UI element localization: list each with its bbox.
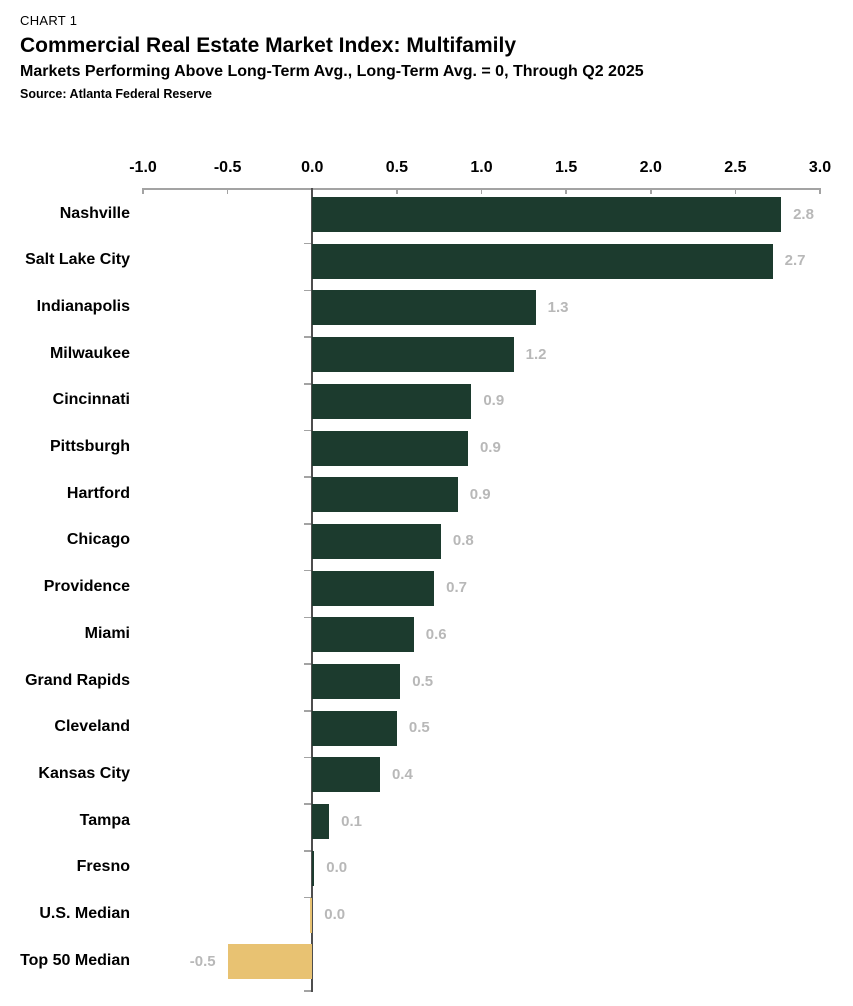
category-label: Nashville — [59, 204, 130, 222]
value-label: 0.8 — [452, 532, 474, 550]
y-axis-row-tick — [304, 896, 312, 899]
x-axis-tick-label: -1.0 — [129, 159, 157, 176]
bar-positive — [312, 243, 773, 279]
bar-positive — [312, 337, 514, 373]
x-axis-tick-label: 0.0 — [301, 159, 324, 176]
category-label: Cincinnati — [52, 391, 130, 409]
bar-positive — [312, 710, 397, 746]
value-label: 0.0 — [324, 906, 346, 924]
x-axis-tick-label: 1.5 — [555, 159, 578, 176]
y-axis-row-tick — [304, 803, 312, 805]
value-label: 0.5 — [408, 719, 430, 737]
value-label: 0.1 — [341, 812, 363, 830]
y-axis-row-tick — [304, 663, 312, 665]
bar-positive — [312, 477, 458, 513]
y-axis-row-tick — [304, 242, 312, 245]
y-axis-row-tick — [304, 990, 312, 992]
value-label: 0.0 — [326, 859, 348, 877]
x-axis-tick — [480, 188, 483, 194]
value-label: 0.4 — [391, 765, 413, 783]
value-label: -0.5 — [189, 952, 216, 970]
value-label: 0.9 — [479, 439, 501, 457]
bar-positive — [312, 523, 441, 559]
bar-negative — [310, 897, 313, 933]
x-axis-tick-label: 3.0 — [808, 159, 832, 176]
value-label: 1.2 — [525, 345, 547, 363]
category-label: Cleveland — [54, 718, 130, 736]
category-label: Miami — [84, 624, 130, 642]
category-label: Chicago — [66, 531, 130, 549]
y-axis-row-tick — [304, 523, 312, 525]
category-label: Fresno — [76, 858, 130, 876]
chart-title: Commercial Real Estate Market Index: Mul… — [20, 34, 516, 57]
bar-positive — [312, 290, 536, 326]
y-axis-row-tick — [304, 336, 312, 338]
y-axis-row-tick — [304, 383, 312, 385]
bar-positive — [312, 804, 330, 840]
y-axis-row-tick — [304, 756, 312, 759]
x-axis-tick-label: 1.0 — [470, 159, 493, 176]
bar-positive — [312, 664, 401, 700]
value-label: 0.6 — [425, 625, 447, 643]
category-label: Indianapolis — [36, 297, 130, 315]
y-axis-row-tick — [304, 569, 312, 572]
category-label: U.S. Median — [39, 905, 130, 923]
bar-positive — [312, 383, 472, 419]
category-label: Salt Lake City — [25, 251, 130, 269]
y-axis-row-tick — [304, 476, 312, 478]
x-axis-tick-label: -0.5 — [213, 159, 242, 176]
value-label: 0.7 — [446, 579, 467, 597]
y-axis-row-tick — [304, 616, 312, 619]
bar-negative — [227, 944, 313, 980]
x-axis-tick — [565, 188, 567, 194]
value-label: 2.7 — [784, 252, 806, 270]
chart-subtitle: Markets Performing Above Long-Term Avg.,… — [20, 63, 644, 80]
x-axis-tick — [396, 188, 398, 194]
value-label: 1.3 — [547, 298, 569, 316]
x-axis-tick — [650, 188, 652, 194]
bar-positive — [312, 430, 468, 466]
x-axis-tick — [734, 188, 737, 194]
bar-positive — [312, 757, 380, 793]
bar-positive — [312, 197, 782, 232]
x-axis-tick — [142, 188, 144, 194]
value-label: 0.9 — [483, 392, 505, 410]
y-axis-row-tick — [304, 289, 312, 292]
category-label: Pittsburgh — [50, 438, 130, 456]
bar-positive — [312, 570, 435, 606]
category-label: Hartford — [66, 484, 130, 502]
category-label: Milwaukee — [49, 344, 130, 362]
y-axis-row-tick — [304, 850, 312, 852]
value-label: 2.8 — [793, 205, 814, 223]
y-axis-row-tick — [304, 710, 312, 712]
category-label: Grand Rapids — [25, 671, 130, 689]
value-label: 0.5 — [412, 672, 434, 690]
category-label: Top 50 Median — [20, 951, 130, 969]
value-label: 0.9 — [469, 485, 491, 503]
y-axis-row-tick — [304, 429, 312, 432]
x-axis-tick-label: 2.5 — [724, 159, 747, 176]
x-axis-tick-label: 0.5 — [385, 159, 408, 176]
chart-source: Source: Atlanta Federal Reserve — [20, 87, 212, 101]
x-axis-tick — [226, 188, 229, 194]
x-axis-tick-label: 2.0 — [639, 159, 662, 176]
x-axis-tick — [819, 188, 821, 194]
category-label: Kansas City — [38, 764, 130, 782]
bar-positive — [312, 850, 315, 886]
chart-eyebrow: CHART 1 — [20, 13, 78, 28]
category-label: Providence — [43, 578, 130, 596]
bar-positive — [312, 617, 414, 653]
category-label: Tampa — [79, 811, 130, 829]
